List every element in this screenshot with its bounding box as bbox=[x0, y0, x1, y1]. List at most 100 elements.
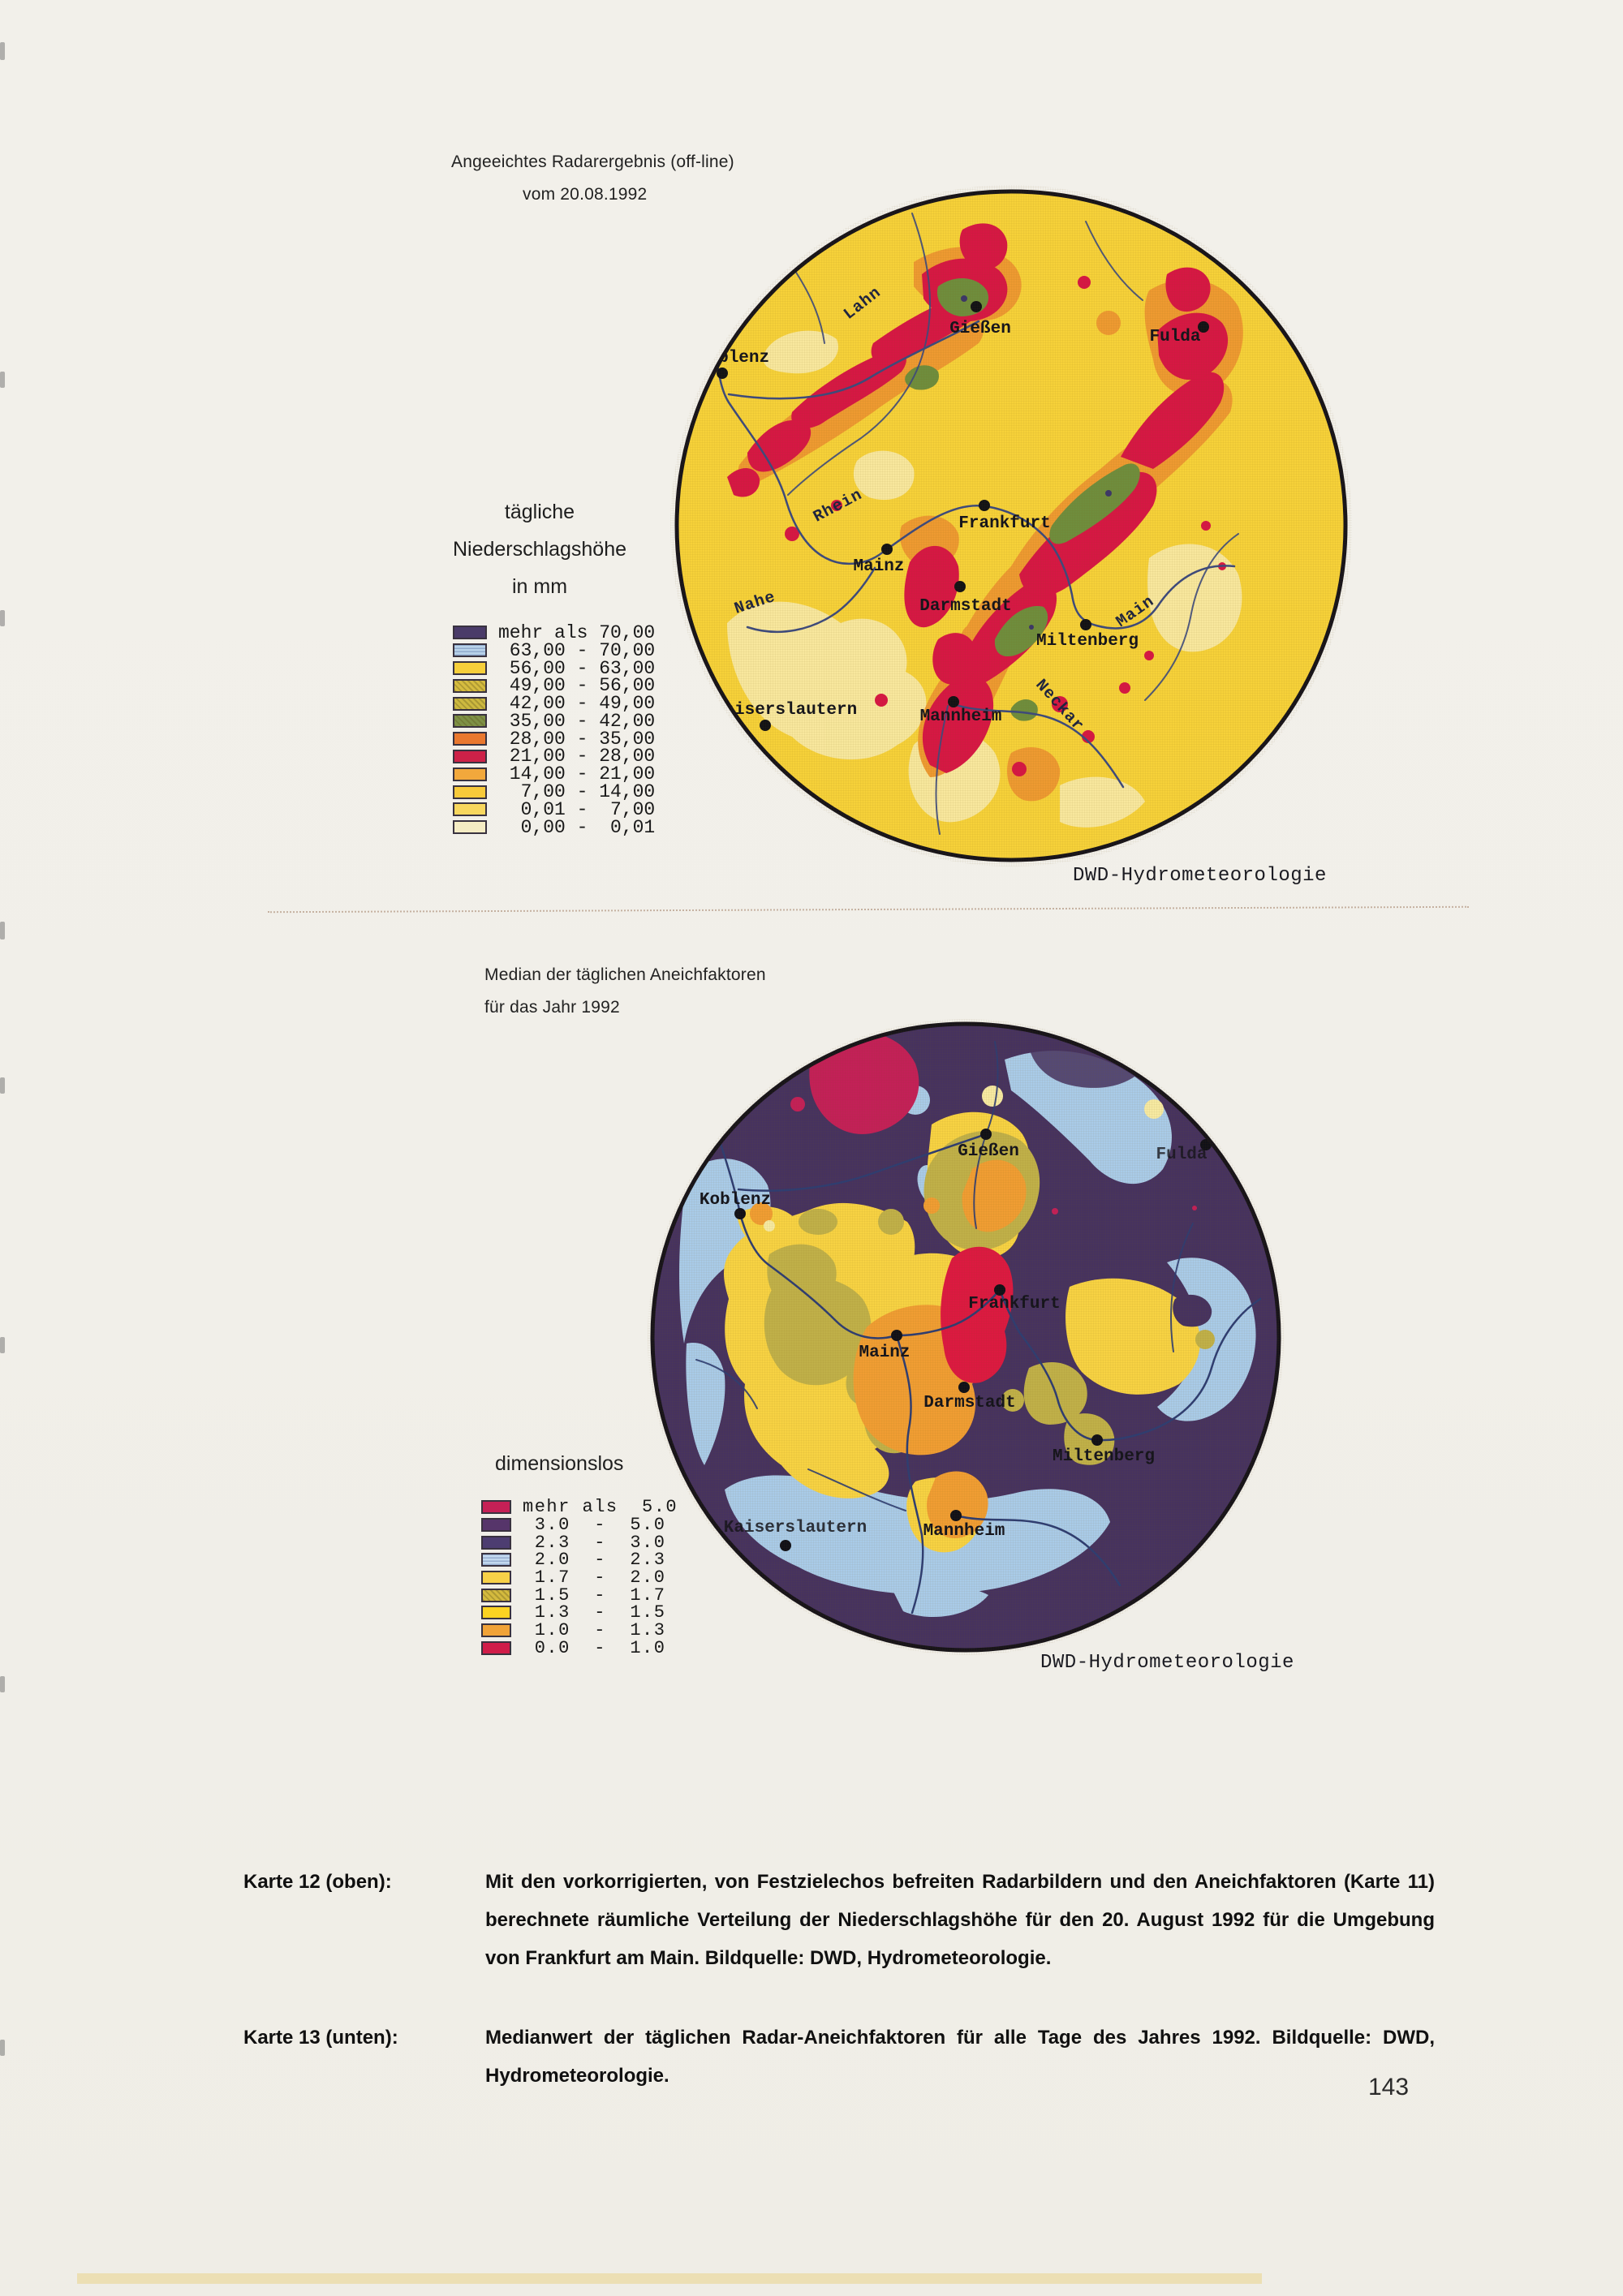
city-label: Frankfurt bbox=[968, 1295, 1060, 1314]
caption-karte12-label: Karte 12 (oben): bbox=[243, 1871, 392, 1893]
radar-map-precipitation: Koblenz Gießen Fulda Frankfurt Mainz Dar… bbox=[674, 189, 1348, 862]
scan-artifact bbox=[0, 1337, 5, 1353]
legend-swatch bbox=[481, 1518, 511, 1533]
map1-title-line1: Angeeichtes Radarergebnis (off-line) bbox=[451, 153, 734, 171]
city-label: Koblenz bbox=[700, 1191, 771, 1210]
city-dot bbox=[950, 1510, 962, 1521]
map2-title-line2: für das Jahr 1992 bbox=[484, 998, 620, 1017]
legend-label: 56,00 - 63,00 bbox=[498, 657, 656, 679]
legend-label: 1.5 - 1.7 bbox=[523, 1584, 666, 1606]
city-dot bbox=[780, 1540, 791, 1551]
city-label: Kaiserslautern bbox=[724, 1519, 867, 1537]
legend-row: 1.5 - 1.7 bbox=[481, 1584, 678, 1606]
section-divider bbox=[268, 905, 1469, 914]
aneichfaktor-map: Koblenz Gießen Fulda Frankfurt Mainz Dar… bbox=[650, 1021, 1281, 1653]
city-dot bbox=[954, 581, 966, 592]
map1-legend-heading-line2: Niederschlagshöhe bbox=[452, 538, 627, 561]
legend-row: 1.0 - 1.3 bbox=[481, 1620, 678, 1641]
page-number: 143 bbox=[1368, 2074, 1410, 2100]
city-dot bbox=[1080, 619, 1091, 630]
city-dot bbox=[979, 500, 990, 511]
legend-label: 2.3 - 3.0 bbox=[523, 1532, 666, 1553]
city-label: Mainz bbox=[853, 557, 904, 576]
legend-label: 7,00 - 14,00 bbox=[498, 781, 656, 803]
scan-artifact bbox=[0, 2040, 5, 2056]
legend-label: 3.0 - 5.0 bbox=[523, 1515, 666, 1536]
legend-swatch bbox=[453, 678, 487, 693]
legend-swatch bbox=[453, 732, 487, 746]
city-dot bbox=[994, 1284, 1005, 1296]
city-dot bbox=[1091, 1434, 1103, 1446]
city-label: Frankfurt bbox=[958, 514, 1050, 533]
scan-artifact bbox=[0, 610, 5, 626]
city-label: Mainz bbox=[859, 1344, 910, 1362]
legend-swatch bbox=[481, 1606, 511, 1620]
legend-swatch bbox=[481, 1588, 511, 1602]
legend-row: 0.0 - 1.0 bbox=[481, 1637, 678, 1658]
legend-row: 2.3 - 3.0 bbox=[481, 1532, 678, 1553]
city-dot bbox=[1198, 321, 1209, 333]
map2-title-line1: Median der täglichen Aneichfaktoren bbox=[484, 965, 766, 984]
city-dot bbox=[760, 720, 771, 731]
legend-label: mehr als 70,00 bbox=[498, 621, 656, 643]
city-label: Fulda bbox=[1156, 1146, 1207, 1164]
legend-label: mehr als 5.0 bbox=[523, 1497, 678, 1518]
legend-row: mehr als 70,00 bbox=[453, 621, 656, 643]
legend-label: 63,00 - 70,00 bbox=[498, 639, 656, 661]
city-dot bbox=[971, 301, 982, 312]
scan-artifact bbox=[0, 42, 5, 60]
legend-label: 35,00 - 42,00 bbox=[498, 710, 656, 732]
legend-swatch bbox=[481, 1553, 511, 1567]
legend-label: 0,01 - 7,00 bbox=[498, 798, 656, 820]
legend-label: 49,00 - 56,00 bbox=[498, 675, 656, 697]
city-label: Kaiserslautern bbox=[714, 701, 857, 720]
legend-row: 56,00 - 63,00 bbox=[453, 657, 656, 679]
city-dot bbox=[717, 368, 728, 379]
legend-swatch bbox=[453, 714, 487, 729]
map1-credit: DWD-Hydrometeorologie bbox=[1073, 865, 1327, 887]
legend-row: 7,00 - 14,00 bbox=[453, 781, 656, 803]
scan-artifact bbox=[0, 1676, 5, 1692]
city-label: Miltenberg bbox=[1036, 632, 1139, 651]
legend-swatch bbox=[453, 767, 487, 781]
legend-row: 1.7 - 2.0 bbox=[481, 1567, 678, 1589]
legend-swatch bbox=[481, 1500, 511, 1515]
map1-legend-heading-line3: in mm bbox=[511, 575, 568, 598]
city-label: Darmstadt bbox=[919, 597, 1011, 616]
legend-label: 1.7 - 2.0 bbox=[523, 1567, 666, 1589]
city-label: Mannheim bbox=[920, 707, 1002, 726]
legend-label: 0.0 - 1.0 bbox=[523, 1637, 666, 1658]
legend-swatch bbox=[481, 1623, 511, 1638]
legend-row: 1.3 - 1.5 bbox=[481, 1602, 678, 1623]
legend-row: mehr als 5.0 bbox=[481, 1497, 678, 1518]
legend-label: 1.3 - 1.5 bbox=[523, 1602, 666, 1623]
map1-legend-heading-line1: tägliche bbox=[504, 501, 575, 523]
map2-credit: DWD-Hydrometeorologie bbox=[1040, 1652, 1294, 1674]
legend-swatch bbox=[481, 1535, 511, 1550]
legend-row: 0,00 - 0,01 bbox=[453, 817, 655, 838]
city-label: Gießen bbox=[958, 1142, 1019, 1161]
city-label: Mannheim bbox=[923, 1522, 1005, 1541]
legend-swatch bbox=[481, 1571, 511, 1585]
city-dot bbox=[980, 1129, 992, 1140]
city-dot bbox=[881, 544, 893, 555]
legend-row: 35,00 - 42,00 bbox=[453, 710, 656, 732]
legend-swatch bbox=[453, 802, 487, 817]
legend-label: 2.0 - 2.3 bbox=[523, 1550, 666, 1571]
city-label: Koblenz bbox=[698, 349, 769, 368]
legend-row: 63,00 - 70,00 bbox=[453, 639, 656, 661]
map2-legend: mehr als 5.0 3.0 - 5.0 2.3 - 3.0 2.0 - 2… bbox=[481, 1497, 678, 1658]
caption-karte13-label: Karte 13 (unten): bbox=[243, 2027, 398, 2049]
city-label: Miltenberg bbox=[1053, 1447, 1155, 1466]
city-label: Darmstadt bbox=[923, 1394, 1015, 1412]
scan-artifact bbox=[77, 2273, 1262, 2284]
caption-karte13-text: Medianwert der täglichen Radar-Aneichfak… bbox=[485, 2027, 1435, 2087]
map2-title: Median der täglichen Aneichfaktoren für … bbox=[484, 959, 766, 1024]
legend-row: 14,00 - 21,00 bbox=[453, 763, 655, 785]
legend-label: 21,00 - 28,00 bbox=[498, 746, 656, 767]
legend-swatch bbox=[453, 785, 487, 799]
legend-row: 28,00 - 35,00 bbox=[453, 729, 655, 750]
legend-label: 1.0 - 1.3 bbox=[523, 1620, 666, 1641]
legend-row: 0,01 - 7,00 bbox=[453, 798, 656, 820]
